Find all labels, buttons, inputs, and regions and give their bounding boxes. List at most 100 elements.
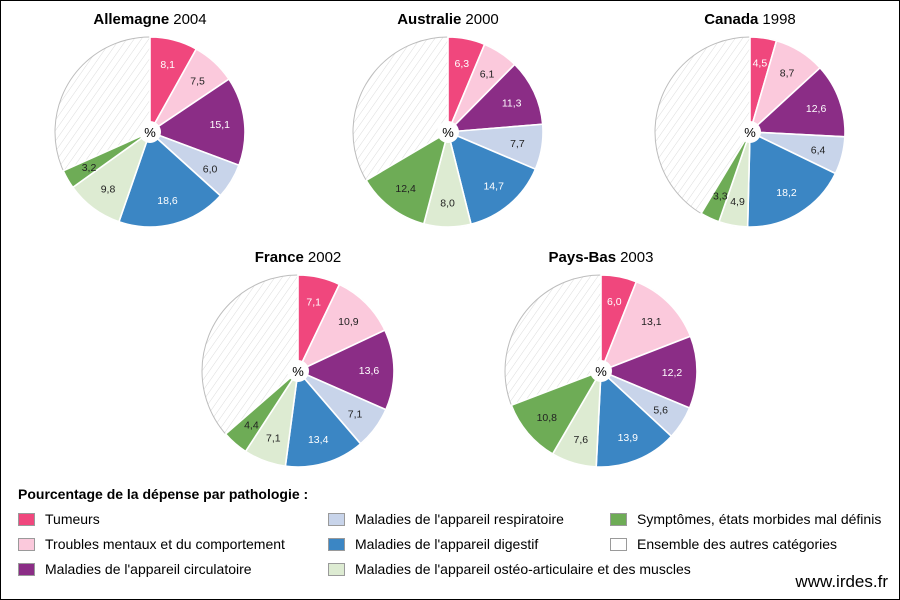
pie-center-label: %: [744, 125, 756, 140]
chart-title-country: Canada: [704, 11, 759, 28]
slice-value-label: 4,9: [730, 196, 745, 208]
legend-swatch: [610, 512, 627, 526]
pie-slice: [510, 369, 603, 456]
pie-center-hole: [590, 360, 612, 382]
legend-item-autres: Ensemble des autres catégories: [610, 536, 837, 552]
chart-title-country: Australie: [397, 11, 461, 28]
pie-slice: [62, 131, 151, 189]
pie-center-label: %: [442, 125, 454, 140]
slice-value-label: 9,8: [101, 183, 116, 195]
legend-title: Pourcentage de la dépense par pathologie…: [18, 486, 309, 502]
legend-item-digestif: Maladies de l'appareil digestif: [328, 536, 538, 552]
slice-value-label: 13,4: [308, 434, 329, 446]
pie-slice: [365, 130, 450, 225]
slice-value-label: 6,1: [480, 69, 495, 81]
pie-slice: [296, 329, 395, 411]
legend-swatch: [18, 537, 35, 551]
pie-center-label: %: [595, 364, 607, 379]
slice-value-label: 5,6: [653, 404, 668, 416]
slice-value-label: 14,7: [483, 181, 504, 193]
slice-value-label: 7,1: [266, 433, 281, 445]
chart-title-year: 2003: [620, 249, 653, 266]
slice-value-label: 12,4: [395, 183, 416, 195]
legend-item-osteo-articulaire: Maladies de l'appareil ostéo-articulaire…: [328, 561, 691, 577]
pie-slice: [598, 335, 698, 410]
slice-value-label: 7,6: [573, 434, 588, 446]
legend-swatch: [328, 512, 345, 526]
legend-swatch: [18, 512, 35, 526]
pie-center-hole: [437, 121, 459, 143]
slice-value-label: 11,3: [502, 97, 522, 109]
legend-item-symptomes: Symptômes, états morbides mal définis: [610, 511, 881, 527]
pie-chart-allemagne: Allemagne 2004 8,1 7,5 15,1 6,0 18,6 9,8 3,2%: [54, 11, 246, 228]
slice-value-label: 8,7: [780, 67, 795, 79]
slice-value-label: 4,4: [244, 420, 259, 432]
chart-title-year: 2000: [465, 11, 498, 28]
legend-label: Troubles mentaux et du comportement: [45, 536, 285, 552]
pie-slice: [445, 63, 544, 133]
slice-value-label: 6,0: [607, 296, 622, 308]
pie-slice: [748, 66, 846, 138]
pie-chart-france: France 2002 7,1 10,9 13,6 7,1 13,4 7,1 4,4%: [201, 249, 395, 468]
pie-center-hole: [739, 121, 761, 143]
slice-value-label: 13,9: [618, 432, 639, 444]
chart-title-year: 2002: [308, 249, 341, 266]
chart-title-year: 1998: [762, 11, 795, 28]
legend-item-respiratoire: Maladies de l'appareil respiratoire: [328, 511, 564, 527]
pie-chart-pays-bas: Pays-Bas 2003 6,0 13,1 12,2 5,6 13,9 7,6 10,8%: [504, 249, 698, 468]
slice-value-label: 6,0: [203, 164, 218, 176]
pie-slice: [148, 77, 246, 167]
slice-value-label: 7,1: [348, 408, 363, 420]
chart-title: Australie 2000: [397, 11, 499, 28]
legend-label: Symptômes, états morbides mal définis: [637, 511, 882, 527]
slice-value-label: 7,5: [190, 75, 205, 87]
slice-value-label: 6,3: [454, 58, 469, 70]
legend-item-tumeurs: Tumeurs: [18, 511, 100, 527]
chart-title-country: Pays-Bas: [549, 249, 617, 266]
pie-slice: [746, 130, 837, 228]
legend-swatch: [18, 562, 35, 576]
slice-value-label: 7,7: [510, 138, 525, 150]
pie-slice: [599, 280, 692, 373]
chart-title: Allemagne 2004: [93, 11, 206, 28]
pie-slice: [595, 369, 673, 468]
legend-label: Maladies de l'appareil respiratoire: [355, 511, 564, 527]
pie-slice: [700, 131, 751, 223]
slice-value-label: 10,8: [537, 412, 558, 424]
legend-label: Ensemble des autres catégories: [637, 536, 837, 552]
pie-center-hole: [287, 360, 309, 382]
slice-value-label: 3,3: [713, 191, 728, 203]
slice-value-label: 12,6: [806, 103, 827, 115]
pie-slice: [446, 130, 537, 226]
pie-slice: [117, 130, 222, 228]
legend-item-circulatoire: Maladies de l'appareil circulatoire: [18, 561, 252, 577]
slice-value-label: 10,9: [338, 316, 359, 328]
slice-value-label: 6,4: [811, 145, 826, 157]
slice-value-label: 15,1: [210, 119, 231, 131]
legend-label: Tumeurs: [45, 511, 100, 527]
slice-value-label: 13,6: [359, 365, 380, 377]
pie-center-hole: [139, 121, 161, 143]
slice-value-label: 12,2: [662, 367, 683, 379]
slice-value-label: 3,2: [82, 162, 97, 174]
pie-center-label: %: [292, 364, 304, 379]
slice-value-label: 4,5: [753, 57, 768, 69]
slice-value-label: 18,2: [776, 187, 797, 199]
source-url: www.irdes.fr: [795, 572, 888, 591]
chart-title: France 2002: [255, 249, 342, 266]
pie-chart-canada: Canada 1998 4,5 8,7 12,6 6,4 18,2 4,93,3%: [654, 11, 846, 228]
pie-slice: [224, 370, 299, 453]
legend-item-troubles-mentaux: Troubles mentaux et du comportement: [18, 536, 285, 552]
legend-label: Maladies de l'appareil digestif: [355, 536, 539, 552]
legend-swatch: [328, 537, 345, 551]
chart-title: Canada 1998: [704, 11, 796, 28]
legend-label: Maladies de l'appareil ostéo-articulaire…: [355, 561, 691, 577]
pie-chart-australie: Australie 2000 6,3 6,1 11,3 7,7 14,7 8,0 12,4%: [352, 11, 544, 228]
slice-value-label: 8,0: [440, 197, 455, 209]
pie-slice: [296, 283, 386, 373]
slice-value-label: 8,1: [160, 59, 175, 71]
slice-value-label: 13,1: [641, 316, 662, 328]
legend-swatch: [328, 562, 345, 576]
chart-title-year: 2004: [173, 11, 206, 28]
